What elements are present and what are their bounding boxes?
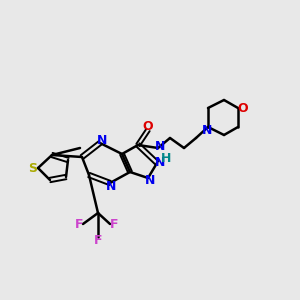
Text: F: F xyxy=(110,218,118,230)
Text: N: N xyxy=(97,134,107,148)
Text: F: F xyxy=(75,218,83,230)
Text: N: N xyxy=(202,124,212,136)
Text: F: F xyxy=(94,235,102,248)
Text: N: N xyxy=(155,140,165,154)
Text: N: N xyxy=(155,157,165,169)
Text: O: O xyxy=(143,119,153,133)
Text: S: S xyxy=(28,161,38,175)
Text: O: O xyxy=(238,101,248,115)
Text: H: H xyxy=(161,152,171,164)
Text: N: N xyxy=(145,175,155,188)
Text: N: N xyxy=(106,179,116,193)
